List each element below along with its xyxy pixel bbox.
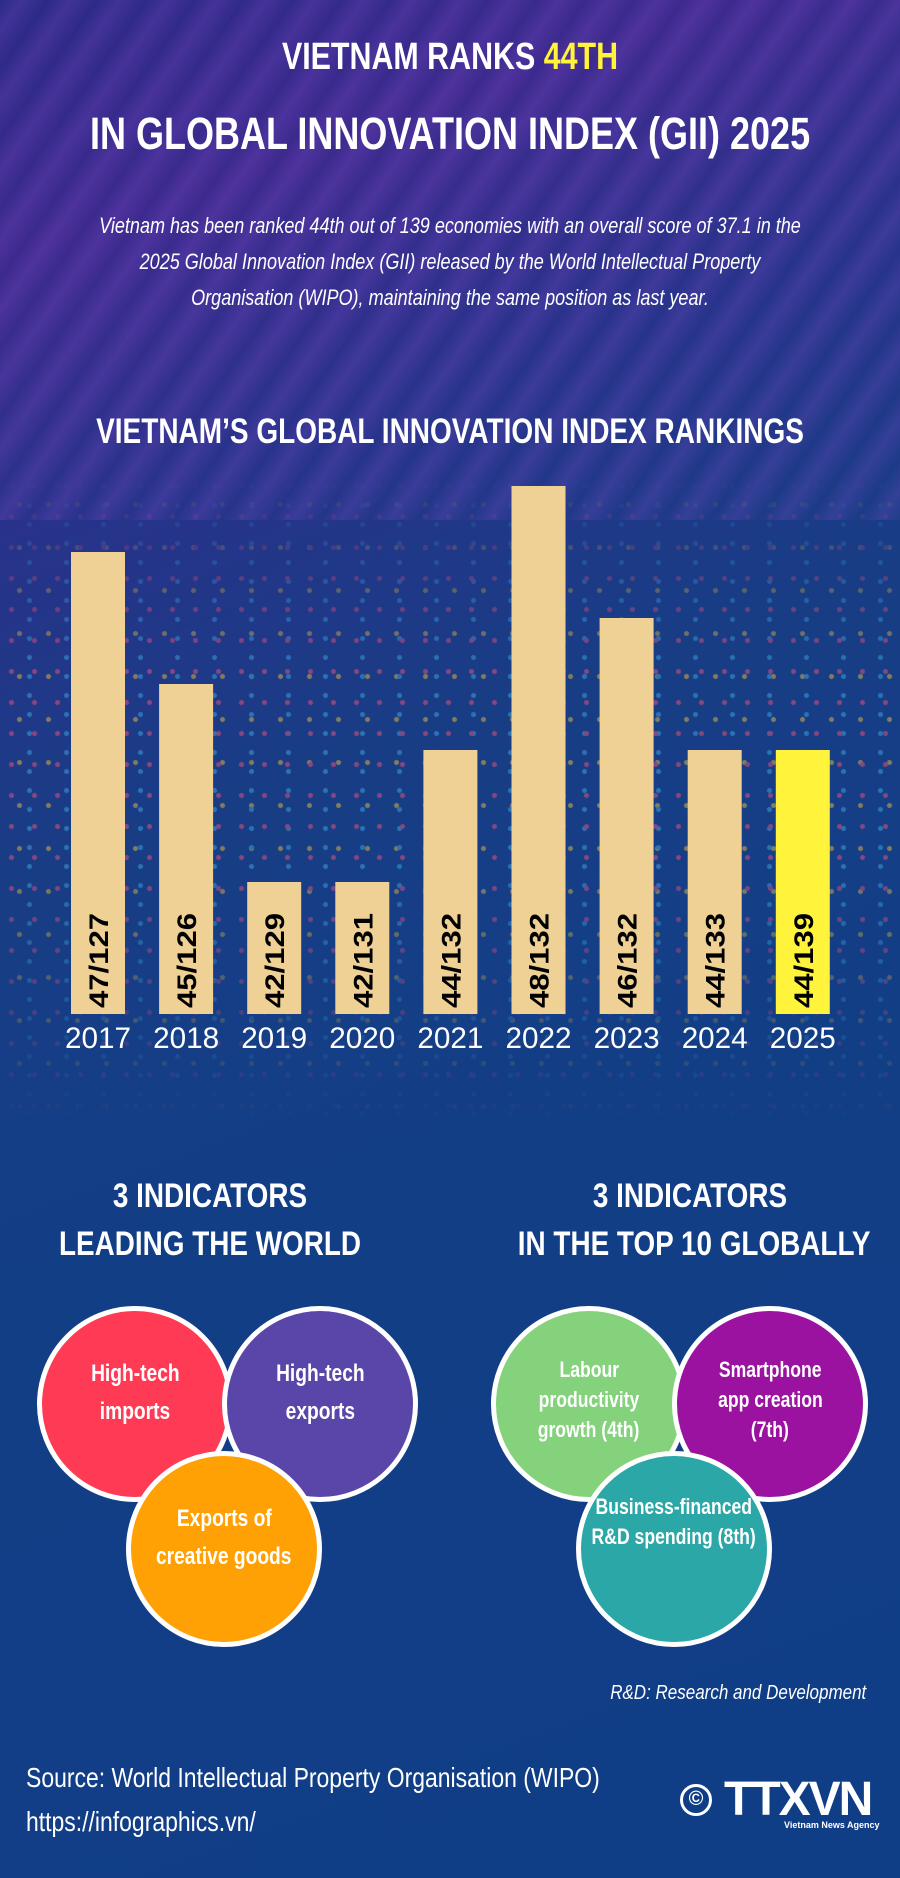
chart-title: VIETNAM’S GLOBAL INNOVATION INDEX RANKIN… <box>96 412 804 451</box>
ttxvn-logo: © TTXVN Vietnam News Agency <box>680 1772 880 1830</box>
indicator-text: (7th) <box>750 1417 790 1442</box>
bar-label: 47/127 <box>84 913 114 1008</box>
year-label: 2024 <box>682 1022 748 1055</box>
indicator-text: High-tech <box>90 1360 180 1387</box>
top10-heading: 3 INDICATORS IN THE TOP 10 GLOBALLY <box>517 1172 871 1268</box>
logo-text: TTXVN <box>724 1773 873 1826</box>
bar-label: 44/133 <box>701 913 731 1008</box>
indicator-text: Business-financed <box>595 1494 753 1519</box>
indicator-text: exports <box>285 1398 355 1425</box>
heading-line: IN THE TOP 10 GLOBALLY <box>517 1225 871 1263</box>
top10-indicator-circle: Business-financed R&D spending (8th) <box>576 1451 772 1647</box>
bar-2021 <box>423 750 478 1014</box>
indicator-text: app creation <box>717 1387 823 1412</box>
bar-2025 <box>775 750 830 1014</box>
heading-line: LEADING THE WORLD <box>58 1225 362 1263</box>
rank-highlight: 44TH <box>543 36 619 78</box>
intro-line: Organisation (WIPO), maintaining the sam… <box>191 285 709 310</box>
url-link[interactable]: https://infographics.vn/ <box>26 1806 256 1837</box>
bar-2023 <box>599 618 654 1014</box>
indicator-text: growth (4th) <box>538 1417 640 1442</box>
indicator-text: High-tech <box>275 1360 365 1387</box>
bar-label: 46/132 <box>613 913 643 1008</box>
copyright-icon: © <box>680 1783 712 1816</box>
year-label: 2019 <box>241 1022 307 1055</box>
logo-subtitle: Vietnam News Agency <box>784 1820 880 1830</box>
year-label: 2018 <box>153 1022 219 1055</box>
bar-2019 <box>247 882 302 1014</box>
bar-2022 <box>511 486 566 1014</box>
indicator-text: Exports of <box>176 1505 272 1532</box>
main-title-line2: IN GLOBAL INNOVATION INDEX (GII) 2025 <box>90 108 811 159</box>
rankings-bar-chart: 47/127 2017 45/126 2018 42/129 2019 42/131 2020… <box>65 486 836 1055</box>
heading-line: 3 INDICATORS <box>592 1177 788 1215</box>
year-label: 2023 <box>594 1022 660 1055</box>
indicator-text: imports <box>99 1398 171 1425</box>
bar-2017 <box>71 552 125 1014</box>
indicator-text: productivity <box>538 1387 640 1412</box>
leading-indicator-circle: High-tech exports <box>222 1306 418 1502</box>
source-text: Source: World Intellectual Property Orga… <box>26 1762 600 1793</box>
bar-2024 <box>687 750 742 1014</box>
year-label: 2022 <box>506 1022 572 1055</box>
main-title: VIETNAM RANKS 44TH <box>90 36 810 79</box>
bar-label: 44/139 <box>789 913 819 1008</box>
intro-line: Vietnam has been ranked 44th out of 139 … <box>99 213 801 238</box>
leading-indicator-circle: Exports of creative goods <box>126 1451 322 1647</box>
year-label: 2020 <box>329 1022 395 1055</box>
bar-2018 <box>159 684 214 1014</box>
bar-label: 42/131 <box>348 913 378 1008</box>
bar-label: 44/132 <box>436 913 466 1008</box>
title-text: VIETNAM RANKS <box>281 36 544 78</box>
bar-label: 48/132 <box>525 913 555 1008</box>
intro-line: 2025 Global Innovation Index (GII) relea… <box>139 249 761 274</box>
bar-label: 45/126 <box>172 913 202 1008</box>
intro-paragraph: Vietnam has been ranked 44th out of 139 … <box>0 208 900 316</box>
indicator-text: creative goods <box>156 1543 292 1570</box>
leading-heading: 3 INDICATORS LEADING THE WORLD <box>38 1172 382 1268</box>
indicator-text: R&D spending (8th) <box>591 1524 757 1549</box>
year-label: 2017 <box>65 1022 131 1055</box>
indicator-text: Smartphone <box>718 1357 822 1382</box>
bar-2020 <box>335 882 390 1014</box>
bar-label: 42/129 <box>260 913 290 1008</box>
year-label: 2025 <box>770 1022 836 1055</box>
heading-line: 3 INDICATORS <box>112 1177 308 1215</box>
indicator-text: Labour <box>559 1357 619 1382</box>
rd-note: R&D: Research and Development <box>609 1682 866 1704</box>
year-label: 2021 <box>417 1022 483 1055</box>
